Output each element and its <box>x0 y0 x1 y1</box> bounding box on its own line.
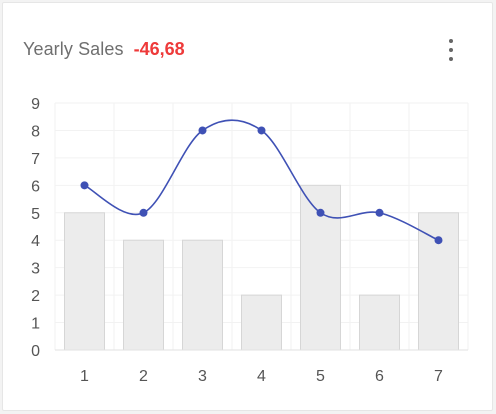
x-tick-label: 7 <box>434 368 443 385</box>
x-tick-label: 3 <box>198 368 207 385</box>
y-tick-label: 2 <box>31 288 40 305</box>
line-point-2 <box>140 209 148 217</box>
bar-1 <box>65 213 105 350</box>
x-tick-label: 6 <box>375 368 384 385</box>
line-point-7 <box>435 236 443 244</box>
y-tick-label: 7 <box>31 151 40 168</box>
y-tick-label: 9 <box>31 96 40 113</box>
line-point-1 <box>81 181 89 189</box>
sales-chart: 0 1 2 3 4 5 6 7 8 9 1 2 3 4 5 6 7 <box>0 0 491 409</box>
y-tick-label: 0 <box>31 343 40 360</box>
line-point-3 <box>199 126 207 134</box>
y-tick-label: 5 <box>31 206 40 223</box>
x-tick-label: 5 <box>316 368 325 385</box>
y-tick-label: 8 <box>31 123 40 140</box>
y-tick-label: 6 <box>31 178 40 195</box>
line-point-6 <box>376 209 384 217</box>
y-tick-label: 1 <box>31 316 40 333</box>
line-point-5 <box>317 209 325 217</box>
y-tick-label: 4 <box>31 233 40 250</box>
x-tick-label: 2 <box>139 368 148 385</box>
x-tick-label: 1 <box>80 368 89 385</box>
bar-2 <box>124 240 164 350</box>
bar-4 <box>242 295 282 350</box>
x-tick-label: 4 <box>257 368 266 385</box>
y-tick-label: 3 <box>31 261 40 278</box>
sales-trend-line <box>85 120 439 240</box>
bar-3 <box>183 240 223 350</box>
line-point-4 <box>258 126 266 134</box>
bar-6 <box>360 295 400 350</box>
